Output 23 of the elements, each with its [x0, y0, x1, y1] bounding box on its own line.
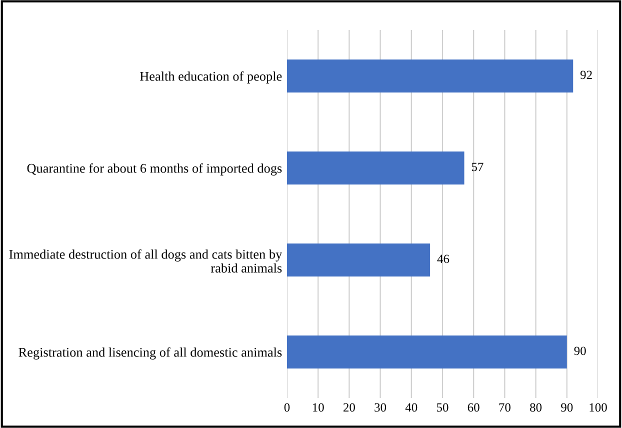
x-tick-label: 20: [344, 403, 355, 412]
y-tick-label: Registration and lisencing of all domestic animals: [18, 347, 282, 360]
data-label: 46: [437, 254, 450, 264]
x-tick-label: 30: [374, 403, 386, 412]
data-label: 57: [472, 162, 484, 172]
x-tick-label: 60: [468, 403, 480, 412]
x-tick-label: 0: [284, 403, 290, 412]
y-tick-label: Immediate destruction of all dogs and cats bitten by rabid animals: [9, 249, 282, 273]
x-tick-label: 100: [590, 403, 607, 412]
x-tick-label: 90: [561, 403, 573, 412]
x-tick-label: 10: [312, 403, 324, 412]
bar: [287, 151, 464, 185]
bar: [287, 335, 567, 369]
y-tick-label: Quarantine for about 6 months of imported dogs: [27, 163, 282, 176]
bar: [287, 243, 430, 277]
data-label: 90: [574, 346, 586, 356]
x-tick-label: 80: [530, 403, 542, 412]
bar: [287, 59, 574, 93]
y-tick-label: Health education of people: [140, 71, 282, 84]
data-label: 92: [580, 70, 592, 80]
x-tick-label: 70: [499, 403, 510, 412]
x-tick-label: 50: [436, 403, 448, 412]
x-tick-label: 40: [405, 403, 418, 412]
